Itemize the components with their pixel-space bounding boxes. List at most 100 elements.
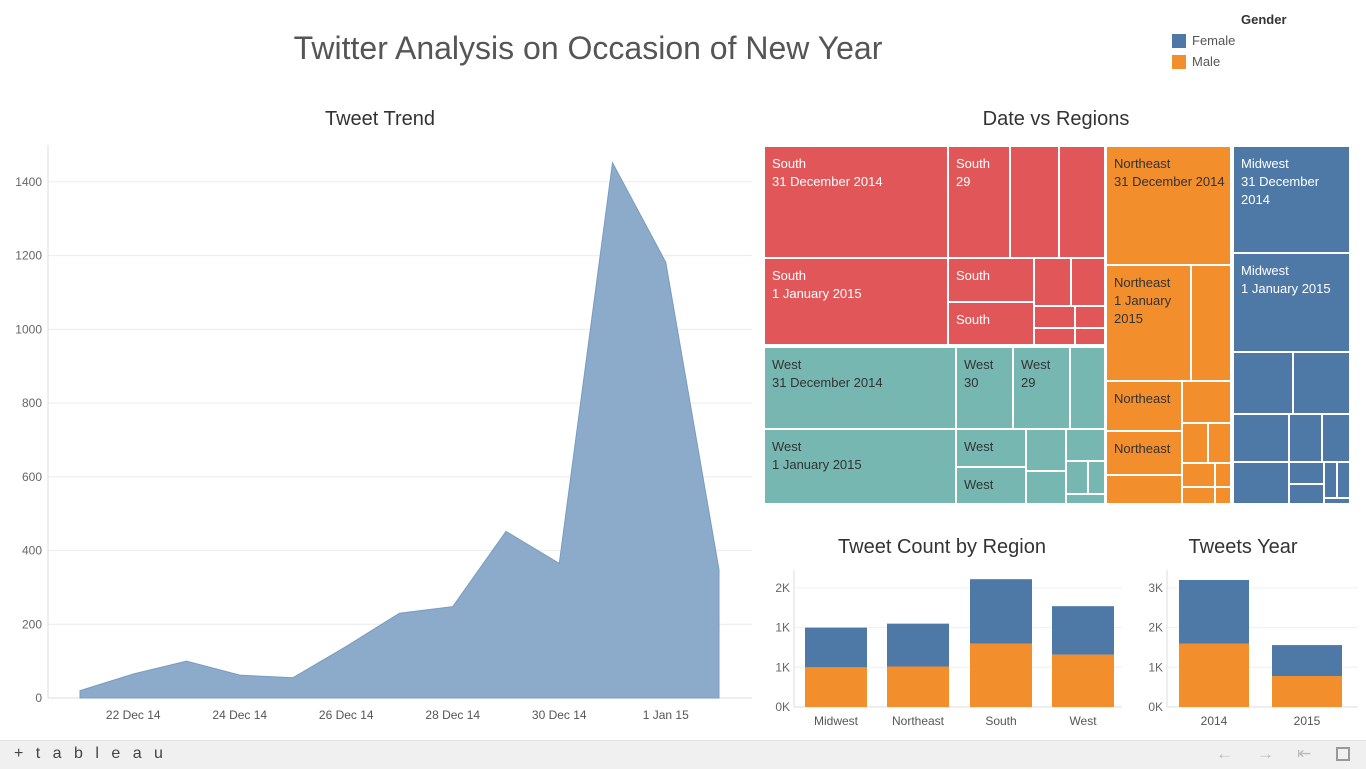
bar-midwest-male [805, 667, 867, 707]
fullscreen-icon[interactable] [1336, 747, 1350, 761]
treemap-cell-south[interactable] [1075, 328, 1105, 345]
treemap-cell-west[interactable]: West [956, 467, 1026, 504]
x-tick-label: 26 Dec 14 [319, 708, 374, 722]
bar-northeast-male [887, 666, 949, 707]
treemap-cell-midwest[interactable] [1233, 414, 1289, 462]
treemap-cell-south-31-dec-2014[interactable]: South 31 December 2014 [764, 146, 948, 258]
y-tick-label: 1K [1148, 660, 1163, 674]
treemap-cell-west-30[interactable]: West 30 [956, 347, 1013, 429]
tweet-count-by-region-chart[interactable]: 0K 1K 1K 2K Midwest Northeast South West [760, 562, 1130, 738]
treemap-cell-northeast[interactable] [1215, 487, 1231, 504]
legend-item-female[interactable]: Female [1172, 33, 1352, 48]
redo-icon[interactable]: → [1257, 744, 1274, 763]
treemap-cell-midwest[interactable] [1324, 498, 1350, 504]
treemap-cell-south[interactable] [1075, 306, 1105, 328]
treemap-cell-west-31-dec-2014[interactable]: West 31 December 2014 [764, 347, 956, 429]
legend-label-male: Male [1192, 54, 1221, 69]
y-tick-label: 1400 [15, 175, 42, 189]
treemap-cell-south[interactable] [1010, 146, 1059, 258]
treemap-cell-midwest-31-dec-2014[interactable]: Midwest 31 December 2014 [1233, 146, 1350, 253]
treemap-cell-midwest[interactable] [1289, 462, 1324, 484]
treemap-cell-south[interactable] [1034, 258, 1071, 306]
undo-icon[interactable]: ← [1216, 744, 1233, 763]
legend-item-male[interactable]: Male [1172, 54, 1352, 69]
data-point [665, 261, 667, 263]
data-point [558, 562, 560, 564]
treemap-cell-northeast[interactable] [1182, 381, 1231, 423]
treemap-cell-west[interactable] [1070, 347, 1105, 429]
y-tick-label: 0 [35, 691, 42, 705]
treemap-label: West [964, 439, 994, 454]
y-tick-label: 0K [1148, 700, 1163, 714]
bar-northeast-female [887, 623, 949, 667]
treemap-cell-west[interactable] [1066, 494, 1105, 504]
gender-legend[interactable]: Gender Female Male [1172, 12, 1352, 69]
date-vs-regions-title: Date vs Regions [982, 108, 1130, 130]
treemap-cell-midwest[interactable] [1233, 352, 1293, 414]
bar-2015-female [1272, 645, 1342, 677]
treemap-cell-midwest[interactable] [1322, 414, 1350, 462]
treemap-cell-northeast-1-jan-2015[interactable]: Northeast 1 January 2015 [1106, 265, 1191, 381]
treemap-cell-west[interactable] [1088, 461, 1105, 494]
x-tick-label: 1 Jan 15 [643, 708, 689, 722]
treemap-cell-south-29[interactable]: South 29 [948, 146, 1010, 258]
treemap-cell-midwest[interactable] [1324, 462, 1337, 498]
treemap-label: Northeast 31 December 2014 [1114, 156, 1225, 189]
treemap-cell-northeast[interactable]: Northeast [1106, 381, 1182, 431]
treemap-cell-midwest-1-jan-2015[interactable]: Midwest 1 January 2015 [1233, 253, 1350, 352]
data-point [292, 677, 294, 679]
treemap-cell-northeast[interactable] [1182, 423, 1208, 463]
y-tick-label: 200 [22, 617, 42, 631]
treemap-cell-northeast[interactable] [1208, 423, 1231, 463]
bar-midwest-female [805, 627, 867, 668]
x-tick-label: 2015 [1294, 714, 1321, 728]
treemap-cell-west[interactable]: West [956, 429, 1026, 467]
x-tick-label: 22 Dec 14 [106, 708, 161, 722]
treemap-cell-midwest[interactable] [1289, 484, 1324, 504]
treemap-cell-west[interactable] [1026, 471, 1066, 504]
treemap-cell-northeast[interactable] [1182, 487, 1215, 504]
data-point [239, 674, 241, 676]
treemap-cell-west-29[interactable]: West 29 [1013, 347, 1070, 429]
x-tick-label: Midwest [814, 714, 859, 728]
treemap-cell-northeast[interactable] [1191, 265, 1231, 381]
treemap-cell-west[interactable] [1066, 429, 1105, 461]
tweet-count-by-region-title: Tweet Count by Region [838, 536, 1046, 558]
treemap-cell-south[interactable]: South [948, 258, 1034, 302]
treemap-cell-west[interactable] [1066, 461, 1088, 494]
treemap-cell-west[interactable] [1026, 429, 1066, 471]
x-tick-label: South [985, 714, 1016, 728]
tableau-logo[interactable]: + t a b l e a u [14, 745, 167, 762]
treemap-cell-west-1-jan-2015[interactable]: West 1 January 2015 [764, 429, 956, 504]
treemap-cell-northeast[interactable]: Northeast [1106, 431, 1182, 475]
treemap-cell-midwest[interactable] [1233, 462, 1289, 504]
treemap-cell-south[interactable] [1071, 258, 1105, 306]
treemap-cell-midwest[interactable] [1293, 352, 1350, 414]
y-tick-label: 1K [775, 660, 790, 674]
treemap-label: West 29 [1021, 357, 1051, 390]
date-vs-regions-treemap[interactable]: South 31 December 2014 South 29 South 1 … [764, 146, 1350, 504]
legend-swatch-male [1172, 54, 1186, 69]
y-tick-label: 2K [775, 581, 790, 595]
x-tick-label: West [1069, 714, 1097, 728]
revert-icon[interactable]: ⇤ [1297, 744, 1312, 763]
treemap-cell-midwest[interactable] [1289, 414, 1322, 462]
treemap-cell-south-1-jan-2015[interactable]: South 1 January 2015 [764, 258, 948, 345]
treemap-cell-south[interactable]: South [948, 302, 1034, 345]
treemap-cell-northeast[interactable] [1182, 463, 1215, 487]
treemap-cell-south[interactable] [1059, 146, 1105, 258]
y-tick-label: 3K [1148, 581, 1163, 595]
treemap-cell-northeast[interactable] [1215, 463, 1231, 487]
treemap-cell-south[interactable] [1034, 328, 1075, 345]
bar-west-male [1052, 654, 1114, 707]
dashboard-title: Twitter Analysis on Occasion of New Year [293, 30, 883, 66]
tweets-year-chart[interactable]: 0K 1K 2K 3K 2014 2015 [1130, 562, 1362, 738]
treemap-label: West [964, 477, 994, 492]
treemap-cell-midwest[interactable] [1337, 462, 1350, 498]
x-tick-label: 24 Dec 14 [212, 708, 267, 722]
tweet-trend-chart[interactable]: 0 200 400 600 800 1000 1200 1400 22 Dec 14 24 Dec… [0, 135, 760, 735]
treemap-cell-northeast-31-dec-2014[interactable]: Northeast 31 December 2014 [1106, 146, 1231, 265]
treemap-cell-northeast[interactable] [1106, 475, 1182, 504]
bar-south-female [970, 579, 1032, 644]
treemap-cell-south[interactable] [1034, 306, 1075, 328]
